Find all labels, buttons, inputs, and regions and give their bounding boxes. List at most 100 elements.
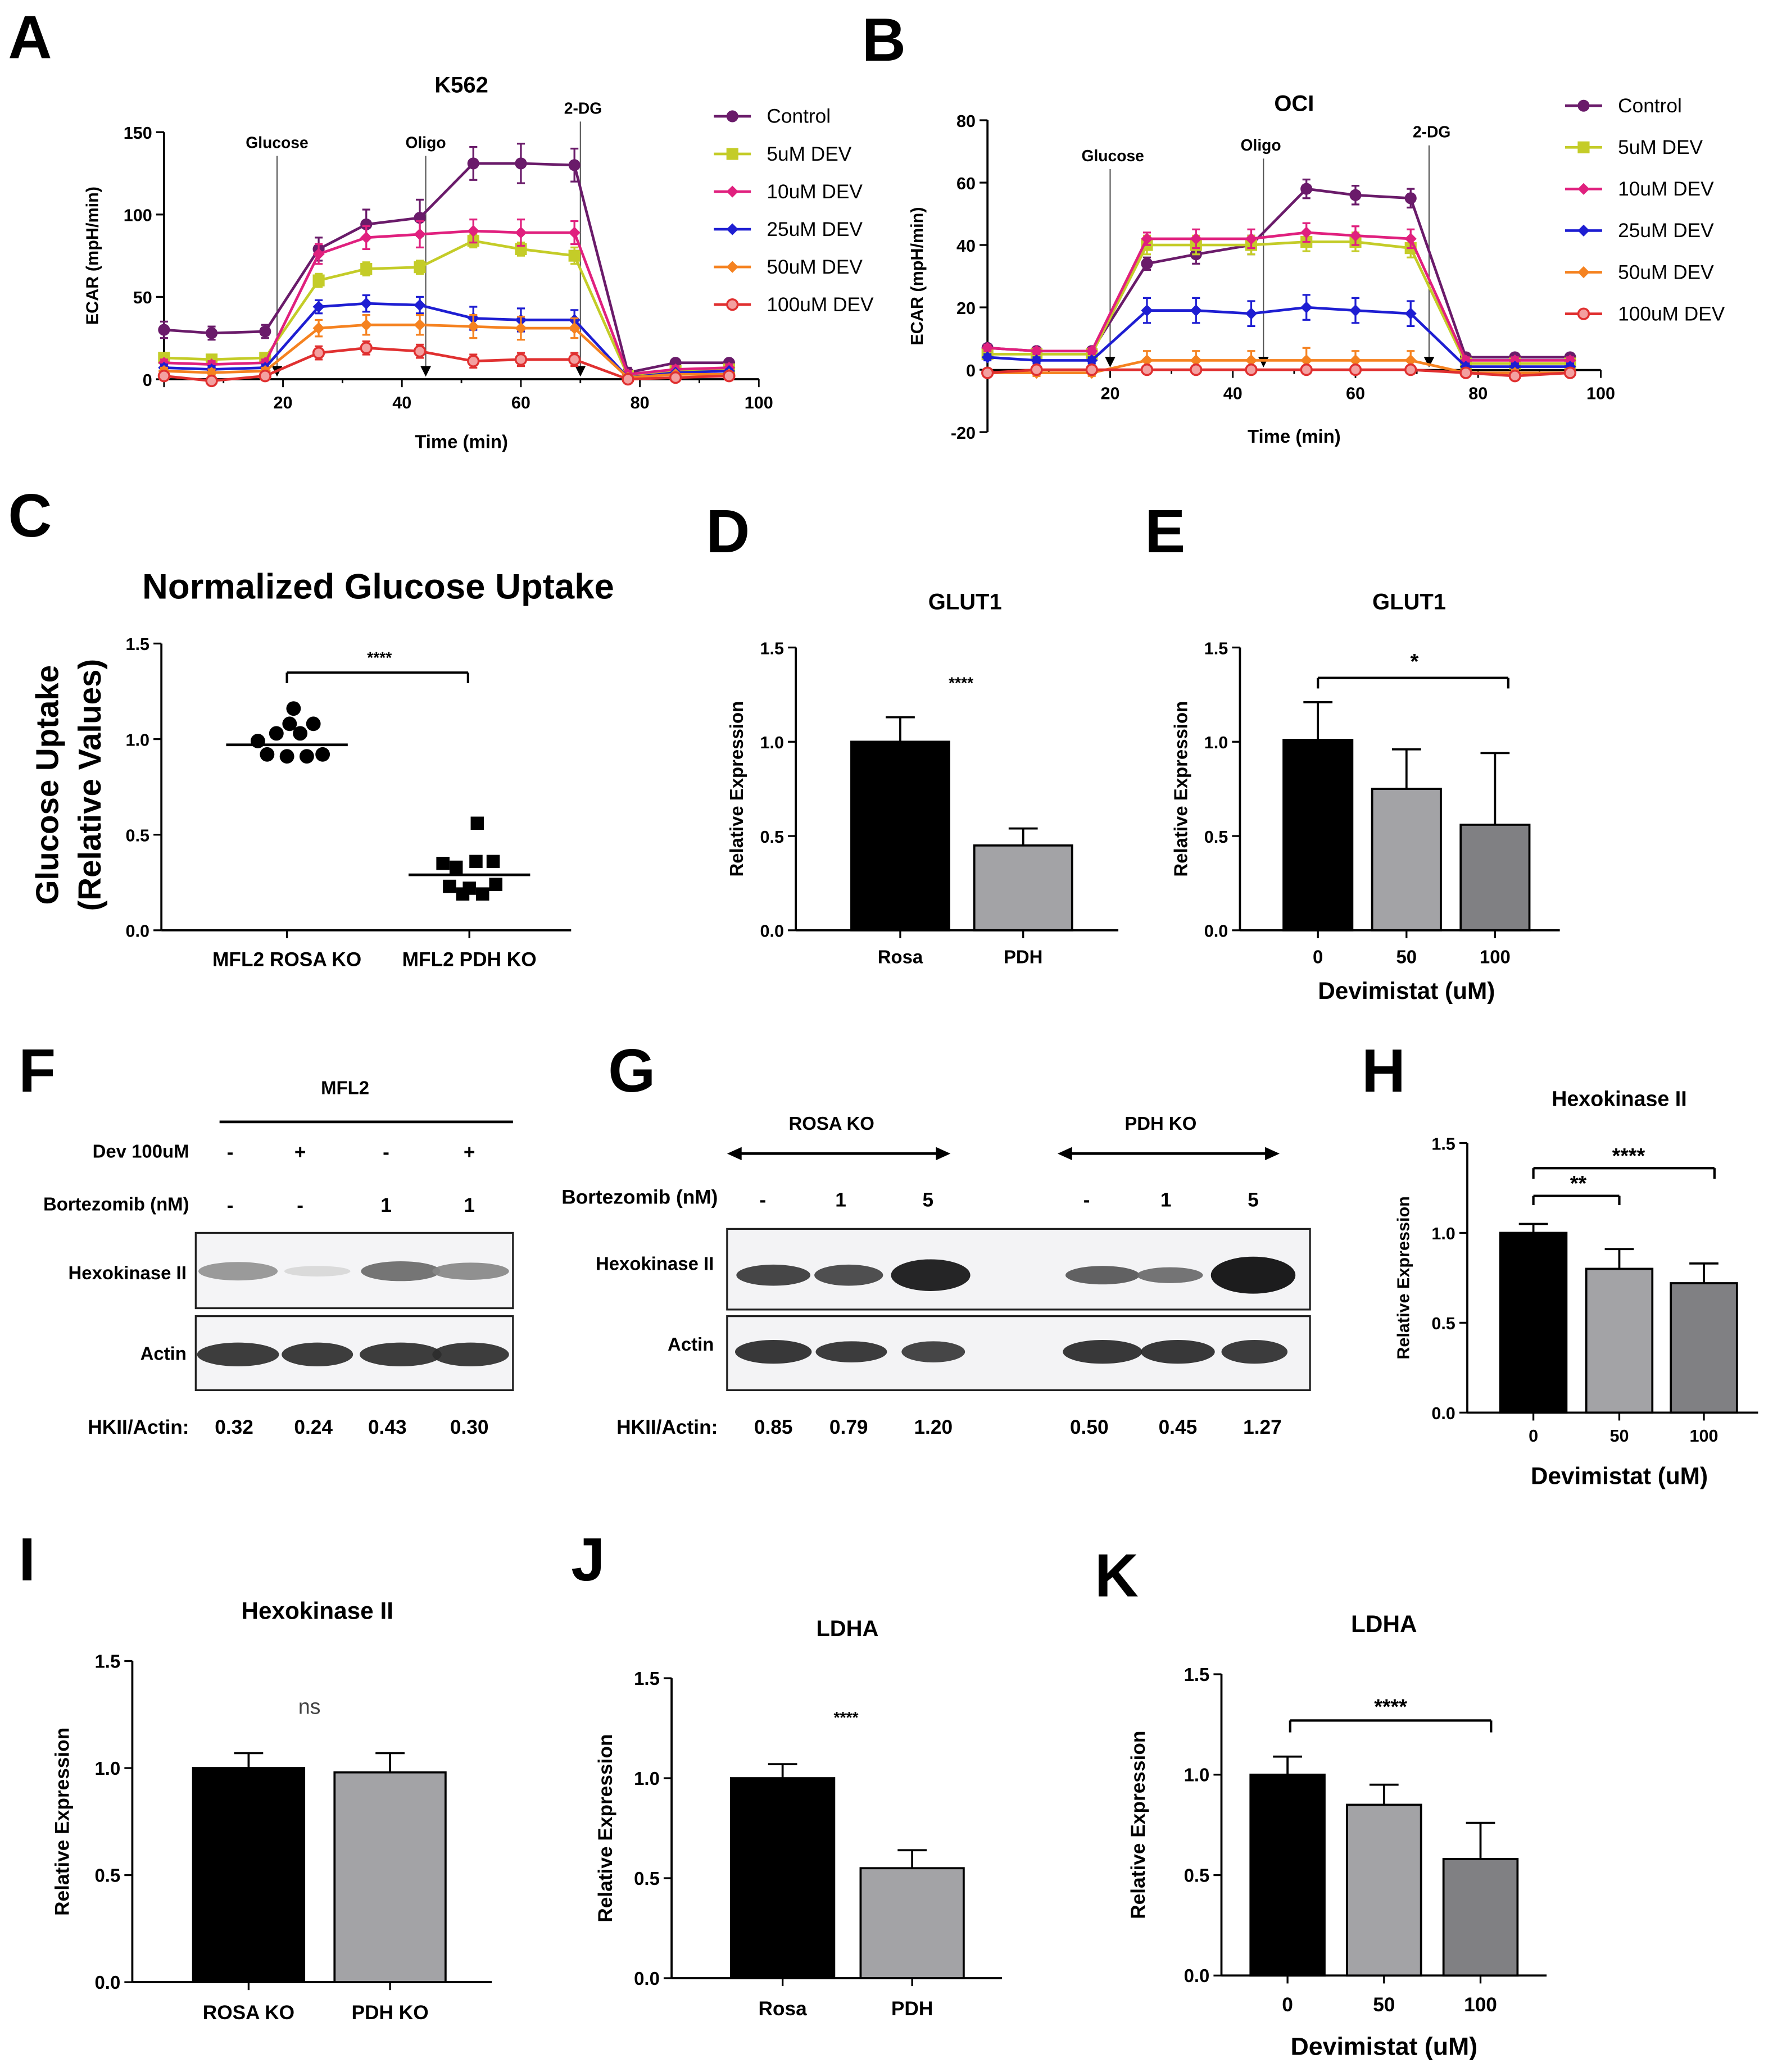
x-axis-label: Devimistat (uM): [1531, 1462, 1708, 1489]
y-tick-label: 20: [956, 299, 976, 318]
data-point: [568, 353, 581, 366]
bar: [730, 1777, 836, 1979]
data-point: [1190, 354, 1202, 367]
blot-band: [197, 1342, 279, 1367]
ratio-value: 0.32: [215, 1416, 253, 1438]
data-point: [1508, 370, 1521, 383]
series-line: [987, 240, 1570, 365]
data-point: [312, 301, 325, 313]
lane-value: 5: [923, 1189, 934, 1211]
data-point: [413, 345, 427, 358]
y-axis-label: ECAR (mpH/min): [83, 187, 102, 325]
series-line: [987, 306, 1570, 368]
data-point: [205, 374, 218, 388]
data-point: [158, 324, 170, 336]
panel-a: A K562 0 50 100 150 20 40 60 80 100 Time (min) ECAR …: [8, 3, 874, 452]
x-tick-label: 20: [1100, 384, 1119, 403]
data-point: [1577, 99, 1590, 112]
x-tick-label: 80: [1468, 384, 1488, 403]
y-tick-label: 0.5: [1184, 1865, 1210, 1885]
data-point: [1577, 183, 1590, 195]
legend-label: 5uM DEV: [767, 143, 851, 165]
blot-band: [282, 1342, 353, 1367]
injection-label: Oligo: [406, 133, 446, 151]
y-axis-label: Glucose Uptake: [30, 665, 65, 905]
legend-label: 5uM DEV: [1618, 137, 1703, 158]
panel-b: B OCI -20 0 20 40 60 80 20 40 60 80 100 Time (min) ECA…: [862, 6, 1725, 447]
x-tick-label: 100: [1480, 947, 1511, 967]
data-point: [1030, 363, 1043, 376]
data-point: [1577, 224, 1590, 237]
arrow-head: [936, 1147, 951, 1161]
injection-label: Oligo: [1241, 136, 1281, 154]
data-point: [282, 716, 297, 731]
row-label: Dev 100uM: [93, 1140, 189, 1161]
data-point: [414, 261, 426, 274]
band-label: Hexokinase II: [69, 1262, 187, 1283]
ratio-value: 0.24: [294, 1416, 333, 1438]
data-point: [259, 369, 271, 383]
data-point: [360, 319, 373, 331]
x-tick-label: PDH KO: [351, 2002, 428, 2024]
x-tick-label: 100: [1464, 1994, 1497, 2016]
data-point: [360, 218, 373, 230]
y-tick-label: 1.5: [634, 1668, 660, 1689]
data-point: [312, 248, 325, 260]
data-point: [1141, 257, 1153, 270]
data-point: [1404, 363, 1417, 376]
significance: **: [1570, 1171, 1587, 1195]
series-line: [164, 302, 729, 379]
lane-value: -: [297, 1194, 303, 1216]
blot-band: [1065, 1266, 1140, 1285]
panel-letter: H: [1362, 1037, 1405, 1105]
blot-band: [1141, 1339, 1215, 1364]
y-tick-label: 0: [966, 361, 976, 380]
data-point: [1404, 192, 1417, 205]
y-axis-label: (Relative Values): [72, 659, 107, 911]
y-tick-label: 0.0: [126, 922, 149, 941]
significance: ns: [298, 1695, 321, 1719]
data-point: [1563, 366, 1577, 379]
y-tick-label: 1.0: [95, 1758, 121, 1779]
y-tick-label: 1.5: [760, 639, 784, 658]
legend-label: 50uM DEV: [767, 256, 863, 278]
y-tick-label: 1.5: [1184, 1664, 1210, 1685]
data-point: [1086, 345, 1098, 357]
y-tick-label: 0.5: [95, 1865, 121, 1885]
injection-arrow: [1105, 357, 1116, 367]
data-point: [456, 887, 470, 901]
arrow-head: [1057, 1147, 1072, 1161]
panel-g: G ROSA KO PDH KO Bortezomib (nM) - 1 5 - 1 5 Hexok…: [561, 1037, 1311, 1438]
row-label: Bortezomib (nM): [43, 1193, 189, 1214]
bar: [1499, 1232, 1568, 1414]
chart-title: GLUT1: [928, 589, 1002, 614]
blot-band: [432, 1342, 509, 1367]
data-point: [312, 346, 325, 360]
x-tick-label: MFL2 PDH KO: [402, 948, 537, 970]
x-tick-label: 50: [1396, 947, 1417, 967]
lane-value: -: [383, 1142, 389, 1164]
injection-arrow: [1423, 357, 1435, 367]
data-point: [1300, 363, 1313, 376]
significance: ****: [834, 1709, 859, 1726]
data-point: [1577, 266, 1590, 279]
data-point: [467, 355, 480, 367]
data-point: [726, 148, 738, 160]
y-tick-label: 0.0: [1204, 922, 1228, 941]
legend-label: 25uM DEV: [767, 219, 863, 240]
chart-title: Normalized Glucose Uptake: [142, 567, 614, 606]
series-line: [987, 368, 1571, 378]
x-axis-label: Time (min): [1248, 426, 1341, 447]
data-point: [981, 351, 994, 363]
data-point: [315, 747, 330, 762]
bar: [859, 1867, 965, 1979]
ratio-label: HKII/Actin:: [616, 1416, 718, 1438]
legend-label: 50uM DEV: [1618, 261, 1714, 283]
y-tick-label: 50: [133, 288, 152, 307]
panel-f: F MFL2 Dev 100uM - + - + Bortezomib (nM) - - 1 1 Hex…: [19, 1037, 514, 1438]
ratio-value: 0.30: [450, 1416, 489, 1438]
series-line: [987, 187, 1570, 359]
panel-letter: E: [1145, 497, 1185, 565]
bar: [1346, 1803, 1422, 1977]
lane-group-label: ROSA KO: [788, 1113, 874, 1134]
